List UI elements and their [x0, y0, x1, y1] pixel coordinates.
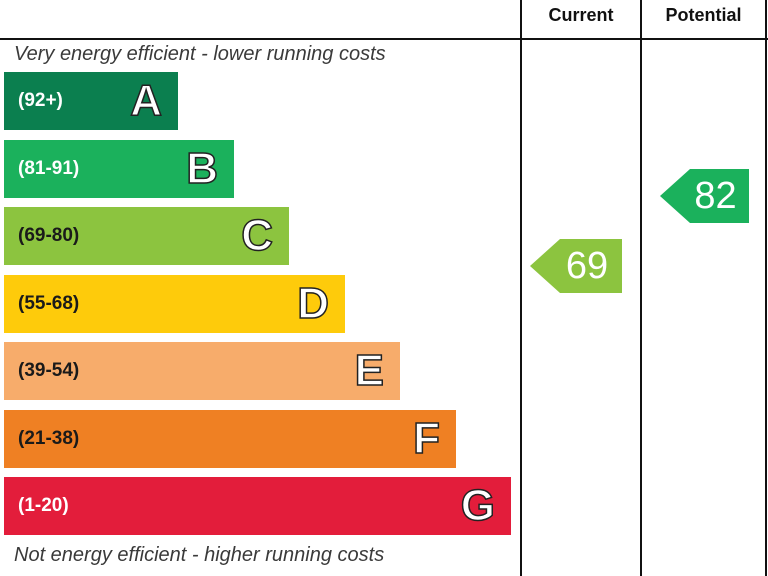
band-a-range: (92+) [18, 90, 63, 111]
band-b-letter: B [185, 143, 218, 194]
band-b-range: (81-91) [18, 157, 80, 179]
top-caption: Very energy efficient - lower running co… [14, 43, 386, 65]
band-f-letter: F [412, 413, 440, 464]
band-e-letter: E [354, 345, 385, 396]
right-border [765, 0, 767, 576]
band-d: (55-68) D [4, 274, 345, 333]
band-g-letter: G [460, 480, 496, 531]
band-g-range: (1-20) [18, 495, 69, 516]
band-a: (92+) A [4, 72, 178, 130]
band-e-range: (39-54) [18, 360, 80, 381]
current-rating-value: 69 [565, 245, 609, 287]
header-divider [0, 38, 768, 40]
band-d-range: (55-68) [18, 292, 80, 314]
potential-rating-arrow: 82 [660, 169, 749, 223]
current-column-divider [520, 0, 522, 576]
band-c-range: (69-80) [18, 225, 80, 246]
band-f: (21-38) F [4, 409, 456, 468]
band-e: (39-54) E [4, 342, 400, 400]
band-a-letter: A [129, 75, 162, 126]
band-g: (1-20) G [4, 477, 511, 535]
current-rating-arrow: 69 [530, 239, 622, 293]
band-b: (81-91) B [4, 139, 234, 198]
potential-column-divider [640, 0, 642, 576]
potential-rating-value: 82 [694, 175, 737, 217]
current-column-header: Current [548, 5, 614, 25]
band-f-range: (21-38) [18, 427, 80, 449]
bottom-caption: Not energy efficient - higher running co… [14, 544, 385, 566]
potential-column-header: Potential [665, 5, 742, 25]
band-c: (69-80) C [4, 207, 289, 265]
band-c-letter: C [240, 210, 273, 261]
band-d-letter: D [296, 278, 329, 329]
